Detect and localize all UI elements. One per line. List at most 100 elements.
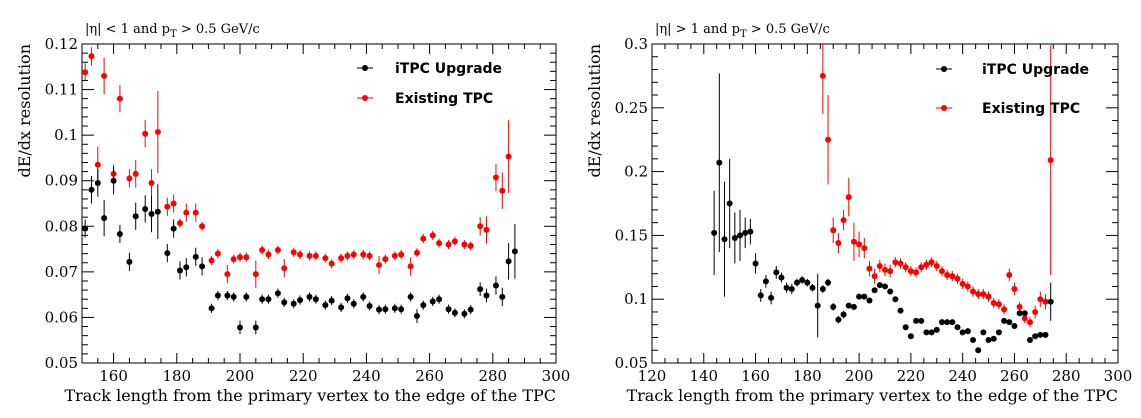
data-point (170, 225, 177, 232)
data-point (913, 269, 920, 276)
data-point (1047, 157, 1054, 164)
data-point (391, 305, 398, 312)
legend-label: iTPC Upgrade (395, 61, 502, 77)
data-point (902, 324, 909, 331)
data-point (799, 277, 806, 284)
legend-marker (941, 66, 947, 72)
data-point (420, 302, 427, 309)
legend-label: iTPC Upgrade (982, 62, 1089, 78)
data-point (407, 263, 414, 270)
data-point (995, 301, 1002, 308)
data-point (306, 252, 313, 259)
data-point (850, 238, 857, 245)
data-point (949, 273, 956, 280)
data-point (902, 264, 909, 271)
data-point (243, 293, 250, 300)
series-itpc-upgrade (711, 73, 1054, 354)
x-tick-label: 260 (415, 367, 444, 385)
data-point (237, 254, 243, 261)
data-point (237, 324, 243, 331)
data-point (492, 282, 499, 289)
data-point (208, 305, 215, 312)
data-point (360, 251, 367, 258)
data-point (850, 303, 857, 310)
chart-panel-2: 120 140 160 180 200 220 240 260 280 300 0.05 0.1 0.1… (585, 22, 1132, 405)
data-point (429, 232, 436, 239)
data-layer (82, 47, 518, 335)
x-tick-label: 120 (638, 367, 667, 385)
data-point (511, 248, 518, 255)
data-point (918, 264, 925, 271)
data-point (477, 223, 484, 230)
y-tick-label: 0.12 (45, 35, 78, 53)
data-point (954, 324, 961, 331)
y-tick-label: 0.11 (45, 81, 78, 99)
data-point (711, 229, 718, 236)
data-point (170, 200, 177, 207)
data-point (391, 252, 398, 259)
data-point (933, 326, 940, 333)
data-point (1016, 310, 1023, 317)
legend-entry-1: iTPC Upgrade (936, 62, 1089, 78)
data-point (907, 333, 914, 340)
x-tick-label: 220 (897, 367, 926, 385)
data-point (768, 294, 775, 301)
series-itpc-upgrade (82, 167, 518, 335)
data-point (94, 161, 101, 168)
data-point (467, 306, 474, 313)
data-point (892, 259, 899, 266)
data-point (183, 209, 190, 216)
data-point (132, 213, 139, 220)
data-point (243, 254, 250, 261)
data-point (721, 236, 728, 243)
y-tick-label: 0.07 (45, 263, 78, 281)
data-point (467, 242, 474, 249)
data-point (451, 309, 458, 316)
data-point (980, 291, 987, 298)
data-point (154, 128, 161, 135)
data-point (990, 300, 997, 307)
data-point (825, 279, 832, 286)
data-point (306, 293, 313, 300)
data-point (970, 288, 977, 295)
data-point (835, 240, 842, 247)
data-point (142, 130, 149, 137)
data-point (116, 95, 123, 102)
data-point (483, 292, 490, 299)
data-layer (711, 44, 1054, 354)
data-point (297, 297, 304, 304)
data-point (1021, 310, 1028, 317)
data-point (328, 260, 335, 267)
data-point (731, 234, 738, 241)
data-point (897, 260, 904, 267)
data-point (199, 223, 206, 230)
legend-label: Existing TPC (982, 101, 1080, 117)
data-point (505, 258, 512, 265)
data-point (944, 319, 951, 326)
y-tick-label: 0.1 (54, 126, 78, 144)
data-point (1042, 331, 1049, 338)
data-point (274, 290, 281, 297)
data-point (1037, 296, 1044, 303)
data-point (804, 279, 811, 286)
x-tick-label: 280 (1052, 367, 1081, 385)
y-tick-label: 0.06 (45, 308, 78, 326)
y-tick-label: 0.09 (45, 172, 78, 190)
data-point (192, 253, 199, 260)
data-point (176, 267, 183, 274)
x-tick-label: 160 (99, 367, 128, 385)
data-point (101, 72, 108, 79)
data-point (420, 235, 427, 242)
data-point (866, 265, 873, 272)
data-point (928, 329, 935, 336)
data-point (398, 306, 405, 313)
data-point (923, 261, 930, 268)
data-point (809, 284, 816, 291)
data-point (737, 232, 744, 239)
y-axis-title: dE/dx resolution (15, 44, 34, 178)
data-point (274, 246, 281, 253)
data-point (461, 310, 468, 317)
data-point (230, 293, 237, 300)
data-point (970, 337, 977, 344)
data-point (82, 69, 89, 76)
